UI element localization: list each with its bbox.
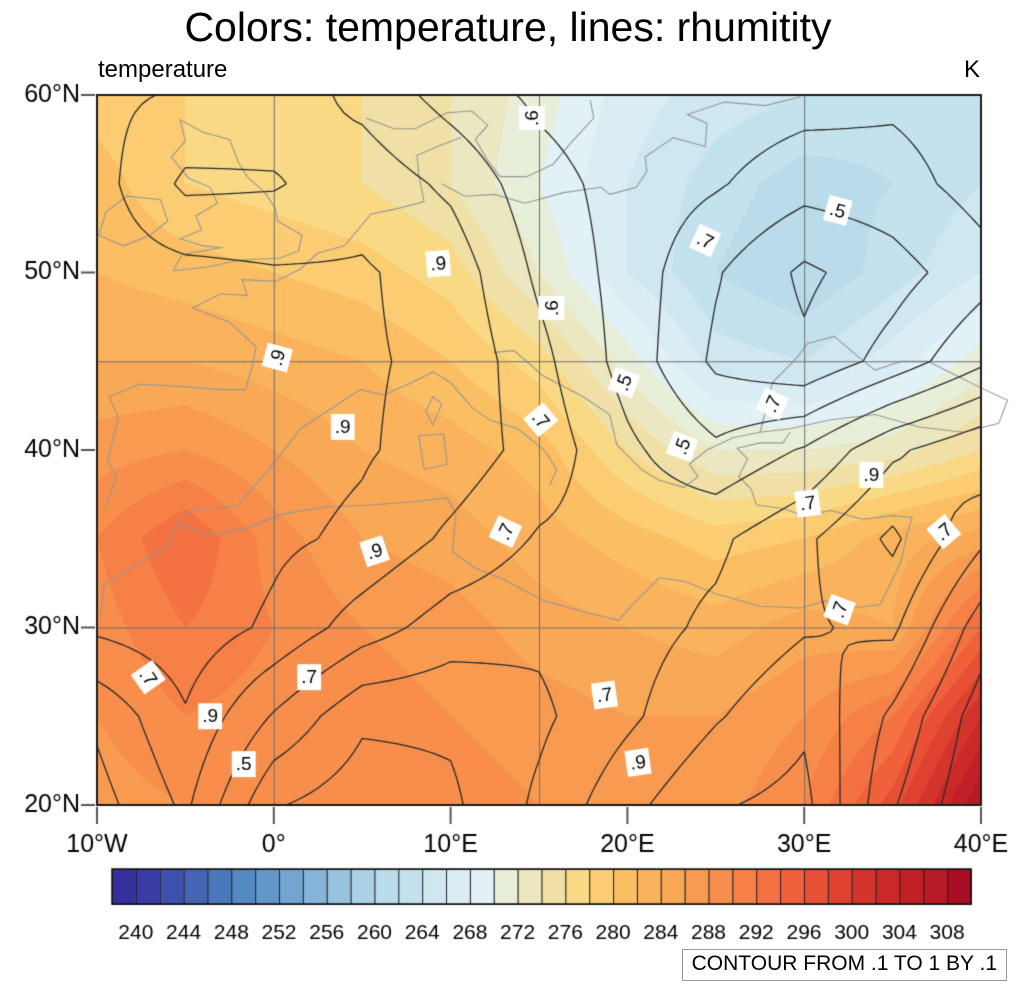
fill-field-label: temperature	[98, 56, 228, 83]
contour-info-box: CONTOUR FROM .1 TO 1 BY .1	[681, 949, 1007, 981]
page-title: Colors: temperature, lines: rhumitity	[184, 4, 832, 50]
units-label: K	[963, 56, 980, 83]
